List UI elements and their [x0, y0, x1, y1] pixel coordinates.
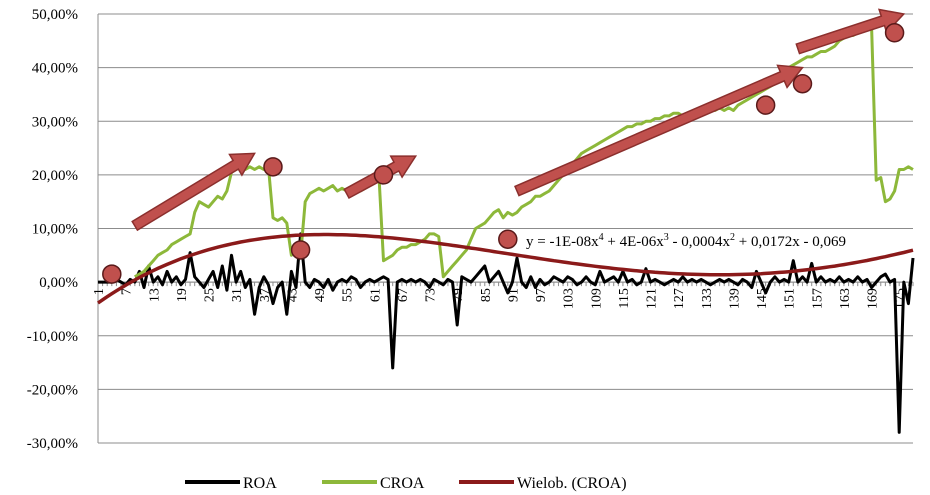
trend-arrow — [795, 8, 906, 55]
y-tick-label: 10,00% — [32, 222, 78, 238]
x-tick-label: 127 — [672, 288, 687, 309]
series-roa — [98, 232, 915, 434]
y-tick-label: 30,00% — [32, 114, 78, 130]
x-tick-label: 49 — [313, 288, 328, 302]
highlight-marker — [498, 229, 518, 249]
x-tick-label: 31 — [230, 288, 245, 302]
y-tick-label: 20,00% — [32, 168, 78, 184]
x-tick-label: 139 — [727, 288, 742, 309]
x-tick-label: 61 — [368, 288, 383, 302]
y-tick-label: 50,00% — [32, 7, 78, 23]
highlight-marker — [884, 23, 905, 43]
y-tick-label: 0,00% — [39, 275, 78, 291]
x-tick-label: 169 — [866, 288, 881, 309]
y-tick-label: 40,00% — [32, 61, 78, 77]
x-tick-label: 55 — [341, 288, 356, 302]
highlight-marker — [373, 165, 394, 185]
x-tick-label: 163 — [838, 288, 853, 309]
x-tick-label: 157 — [810, 288, 825, 309]
series-trend — [97, 232, 914, 305]
highlight-marker — [102, 264, 122, 284]
legend-label-trend: Wielob. (CROA) — [517, 475, 627, 492]
trend-arrow — [514, 64, 804, 197]
annotation-markers — [102, 23, 905, 284]
x-tick-label: 103 — [562, 288, 577, 309]
legend-label-croa: CROA — [380, 475, 425, 492]
x-tick-label: 73 — [424, 288, 439, 302]
y-axis-ticks: 50,00% 40,00% 30,00% 20,00% 10,00% 0,00% -10,0… — [27, 7, 78, 452]
x-tick-label: 121 — [645, 288, 660, 309]
x-tick-label: 85 — [479, 288, 494, 302]
y-tick-label: -10,00% — [27, 329, 78, 345]
x-tick-label: 133 — [700, 288, 715, 309]
x-tick-label: 115 — [617, 288, 632, 308]
roa-line — [98, 232, 915, 434]
x-tick-label: 97 — [534, 288, 549, 302]
trend-line — [97, 232, 914, 305]
y-tick-label: -20,00% — [27, 382, 78, 398]
legend-label-roa: ROA — [243, 475, 277, 492]
highlight-marker — [290, 240, 311, 260]
x-tick-label: 109 — [589, 288, 604, 309]
highlight-marker — [755, 95, 776, 115]
x-tick-label: 13 — [147, 288, 162, 302]
x-tick-label: 25 — [203, 288, 218, 302]
trend-equation: y = -1E-08x4 + 4E-06x3 - 0,0004x2 + 0,01… — [526, 232, 846, 250]
y-tick-label: -30,00% — [27, 436, 78, 452]
x-tick-label: 67 — [396, 288, 411, 302]
legend: ROA CROA Wielob. (CROA) — [185, 475, 627, 492]
highlight-marker — [792, 73, 813, 94]
x-tick-label: 19 — [175, 288, 190, 302]
x-tick-label: 151 — [783, 288, 798, 309]
x-axis-ticks: 1 7 13 19 25 31 37 43 49 55 61 67 73 79 85 91 97 103 109 11… — [92, 288, 908, 309]
trend-arrow — [131, 152, 256, 232]
x-tick-label: 7 — [120, 288, 135, 295]
highlight-marker — [263, 157, 283, 177]
x-tick-label: 1 — [92, 288, 107, 295]
x-tick-label: 91 — [506, 288, 521, 302]
annotation-arrows — [131, 8, 906, 232]
